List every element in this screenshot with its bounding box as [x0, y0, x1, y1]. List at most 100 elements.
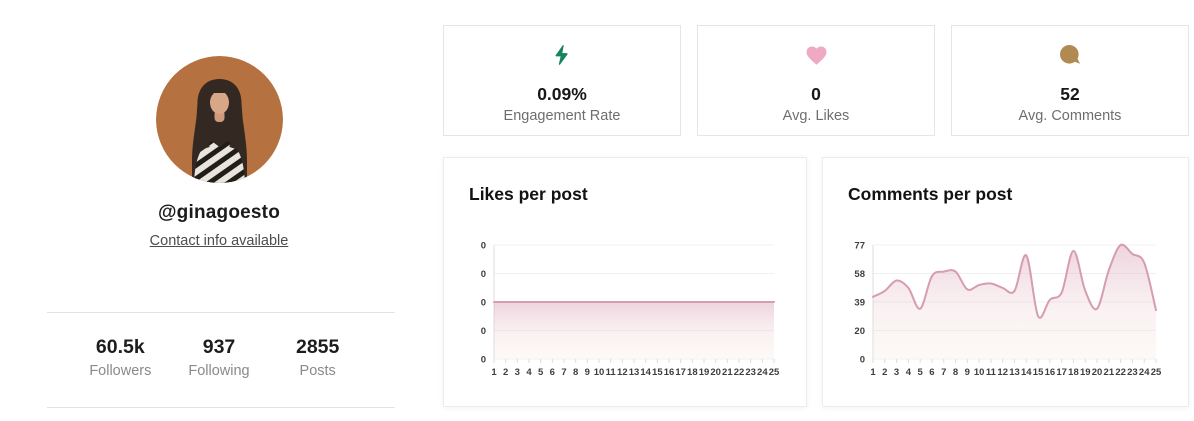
followers-label: Followers	[89, 363, 152, 379]
summary-cards: 0.09% Engagement Rate 0 Avg. Likes 52 Av…	[443, 25, 1189, 136]
posts-label: Posts	[299, 363, 336, 379]
avg-likes-value: 0	[811, 84, 821, 104]
comments-chart-title: Comments per post	[848, 184, 1013, 204]
heart-icon	[804, 43, 829, 67]
svg-text:39: 39	[854, 298, 865, 309]
profile-username: @ginagoesto	[157, 202, 281, 223]
series	[493, 301, 775, 359]
svg-text:5: 5	[538, 367, 544, 378]
stats-divider-top	[47, 312, 395, 313]
comment-icon	[1058, 43, 1082, 67]
contact-info-row: Contact info available	[0, 233, 438, 249]
svg-text:77: 77	[854, 241, 865, 252]
svg-text:20: 20	[854, 326, 865, 337]
svg-text:6: 6	[550, 367, 555, 378]
svg-text:1: 1	[870, 367, 876, 378]
svg-text:4: 4	[526, 367, 532, 378]
following-value: 937	[202, 336, 236, 358]
svg-text:20: 20	[710, 367, 721, 378]
svg-text:12: 12	[997, 367, 1008, 378]
svg-text:23: 23	[745, 367, 756, 378]
svg-text:22: 22	[734, 367, 745, 378]
profile-photo-illustration	[156, 56, 283, 183]
svg-text:19: 19	[699, 367, 710, 378]
svg-text:58: 58	[854, 269, 865, 280]
engagement-rate-card: 0.09% Engagement Rate	[443, 25, 681, 136]
stat-following: 937 Following	[170, 336, 269, 379]
engagement-rate-value: 0.09%	[537, 84, 587, 104]
svg-text:7: 7	[561, 367, 566, 378]
profile-panel: @ginagoesto Contact info available 60.5k…	[0, 0, 438, 421]
followers-value: 60.5k	[95, 336, 145, 358]
svg-text:25: 25	[769, 367, 780, 378]
svg-text:3: 3	[894, 367, 899, 378]
svg-text:7: 7	[941, 367, 946, 378]
profile-stats: 60.5k Followers 937 Following 2855 Posts	[71, 336, 367, 379]
svg-text:22: 22	[1115, 367, 1126, 378]
svg-text:9: 9	[585, 367, 590, 378]
series	[872, 243, 1157, 359]
likes-chart-title: Likes per post	[469, 184, 588, 204]
avg-comments-label: Avg. Comments	[1018, 108, 1122, 124]
likes-chart-card: Likes per post 0 0 0 0 0 1 2 3 4 5 6 7 8 9 10 11 12 13 14 1…	[443, 157, 807, 407]
svg-text:8: 8	[953, 367, 958, 378]
svg-text:17: 17	[675, 367, 686, 378]
svg-text:0: 0	[481, 298, 486, 309]
svg-text:20: 20	[1092, 367, 1103, 378]
svg-text:0: 0	[481, 241, 486, 252]
svg-text:10: 10	[594, 367, 605, 378]
svg-text:24: 24	[1139, 367, 1150, 378]
contact-info-link[interactable]: Contact info available	[149, 233, 289, 249]
svg-text:2: 2	[503, 367, 508, 378]
svg-text:12: 12	[617, 367, 628, 378]
svg-text:10: 10	[974, 367, 985, 378]
svg-text:0: 0	[481, 326, 486, 337]
svg-text:17: 17	[1056, 367, 1067, 378]
stats-divider-bottom	[47, 407, 395, 408]
svg-text:19: 19	[1080, 367, 1091, 378]
svg-text:6: 6	[929, 367, 934, 378]
svg-text:11: 11	[986, 367, 997, 378]
svg-text:3: 3	[515, 367, 520, 378]
avg-likes-card: 0 Avg. Likes	[697, 25, 935, 136]
svg-text:9: 9	[965, 367, 970, 378]
svg-text:18: 18	[1068, 367, 1079, 378]
svg-text:24: 24	[757, 367, 768, 378]
svg-text:5: 5	[918, 367, 924, 378]
svg-text:0: 0	[481, 355, 486, 366]
x-axis: 1 2 3 4 5 6 7 8 9 10 11 12 13 14 15 16 17 18 19 20 21 22 23 24 2…	[491, 359, 780, 378]
avg-comments-card: 52 Avg. Comments	[951, 25, 1189, 136]
svg-text:11: 11	[606, 367, 617, 378]
lightning-icon	[551, 43, 573, 67]
svg-text:4: 4	[906, 367, 912, 378]
stat-followers: 60.5k Followers	[71, 336, 170, 379]
svg-text:1: 1	[491, 367, 497, 378]
svg-text:16: 16	[664, 367, 675, 378]
svg-text:16: 16	[1045, 367, 1056, 378]
posts-value: 2855	[295, 336, 340, 358]
svg-text:21: 21	[1104, 367, 1115, 378]
x-axis: 1 2 3 4 5 6 7 8 9 10 11 12 13 14 15 16 17 18 19 20 21 22 23 24 2…	[870, 359, 1162, 378]
svg-text:25: 25	[1151, 367, 1162, 378]
svg-text:13: 13	[1009, 367, 1020, 378]
svg-text:15: 15	[1033, 367, 1044, 378]
avatar	[156, 56, 283, 183]
svg-text:2: 2	[882, 367, 887, 378]
comments-chart-card: Comments per post 77 58 39 20 0 1 2 3 4 5 6 7 8 9 10 11…	[822, 157, 1189, 407]
svg-text:14: 14	[1021, 367, 1032, 378]
engagement-rate-label: Engagement Rate	[503, 108, 621, 124]
avg-comments-value: 52	[1060, 84, 1080, 104]
svg-text:13: 13	[629, 367, 640, 378]
avg-likes-label: Avg. Likes	[782, 108, 850, 124]
svg-text:0: 0	[481, 269, 486, 280]
svg-text:0: 0	[860, 355, 865, 366]
svg-text:15: 15	[652, 367, 663, 378]
following-label: Following	[188, 363, 250, 379]
svg-text:21: 21	[722, 367, 733, 378]
svg-text:8: 8	[573, 367, 578, 378]
svg-text:23: 23	[1127, 367, 1138, 378]
stat-posts: 2855 Posts	[268, 336, 367, 379]
